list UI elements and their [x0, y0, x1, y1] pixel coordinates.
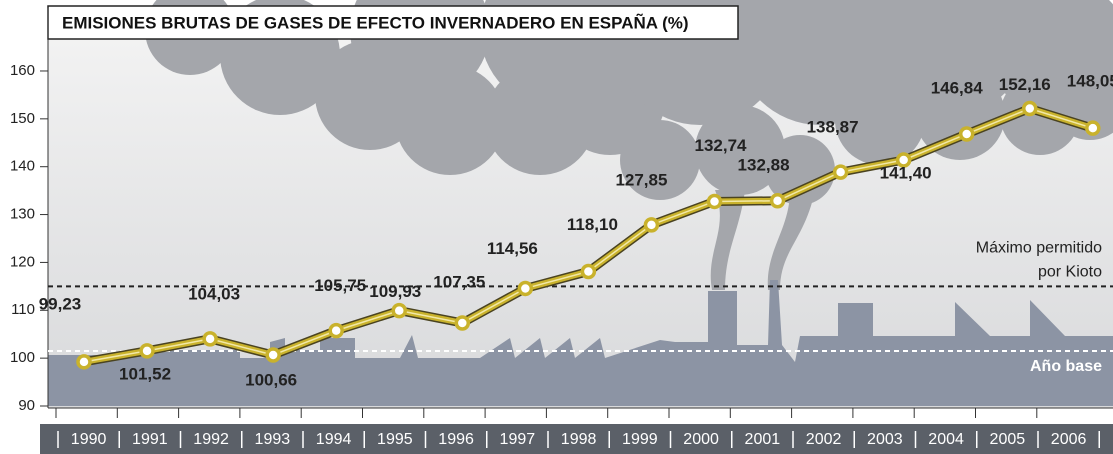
marker	[961, 128, 973, 140]
marker	[519, 282, 531, 294]
value-label: 104,03	[188, 284, 240, 303]
x-tick-label: 1990	[71, 431, 107, 448]
marker	[267, 349, 279, 361]
x-tick-label: 2001	[745, 431, 781, 448]
marker	[645, 219, 657, 231]
y-tick-label: 150	[10, 110, 35, 127]
marker	[330, 325, 342, 337]
reference-label: Año base	[1030, 358, 1102, 375]
value-label: 118,10	[567, 215, 618, 234]
y-tick-label: 100	[10, 349, 35, 366]
y-tick-label: 110	[11, 301, 35, 318]
y-tick-label: 130	[10, 206, 35, 223]
value-label: 127,85	[615, 170, 667, 189]
marker	[835, 166, 847, 178]
value-label: 132,88	[738, 155, 790, 174]
value-label: 107,35	[433, 272, 485, 291]
x-tick-label: 1998	[561, 431, 597, 448]
chart-title: EMISIONES BRUTAS DE GASES DE EFECTO INVE…	[62, 12, 689, 32]
marker	[772, 195, 784, 207]
marker	[709, 195, 721, 207]
x-tick-label: 1999	[622, 431, 658, 448]
x-tick-label: 2003	[867, 431, 903, 448]
marker	[456, 317, 468, 329]
value-label: 141,40	[880, 163, 932, 182]
reference-label: Máximo permitido	[976, 240, 1102, 257]
x-tick-label: 1994	[316, 431, 352, 448]
reference-label: por Kioto	[1038, 264, 1102, 281]
value-label: 148,05	[1067, 72, 1113, 91]
marker	[141, 345, 153, 357]
value-label: 138,87	[807, 118, 859, 137]
chart: EMISIONES BRUTAS DE GASES DE EFECTO INVE…	[0, 0, 1113, 454]
value-label: 99,23	[39, 294, 82, 313]
x-tick-label: 2004	[928, 431, 964, 448]
marker	[78, 356, 90, 368]
value-label: 114,56	[487, 239, 538, 258]
y-tick-label: 90	[18, 397, 35, 414]
x-tick-label: 1992	[193, 431, 229, 448]
y-tick-label: 160	[10, 62, 35, 79]
y-tick-label: 120	[10, 253, 35, 270]
x-tick-label: 1993	[255, 431, 291, 448]
marker	[582, 266, 594, 278]
marker	[1087, 122, 1099, 134]
value-label: 101,52	[119, 364, 171, 383]
x-tick-label: 2002	[806, 431, 842, 448]
x-tick-label: 1995	[377, 431, 413, 448]
x-tick-label: 1996	[438, 431, 474, 448]
marker	[1024, 103, 1036, 115]
value-label: 100,66	[245, 370, 297, 389]
value-label: 146,84	[931, 78, 984, 97]
value-label: 152,16	[999, 75, 1051, 94]
y-tick-label: 140	[10, 158, 35, 175]
x-tick-label: 2006	[1051, 431, 1087, 448]
value-label: 105,75	[314, 276, 366, 295]
value-label: 132,74	[695, 136, 748, 155]
value-label: 109,93	[369, 282, 421, 301]
marker	[204, 333, 216, 345]
x-tick-label: 1997	[500, 431, 536, 448]
x-tick-label: 2005	[990, 431, 1026, 448]
x-tick-label: 2000	[683, 431, 719, 448]
x-tick-label: 1991	[132, 431, 168, 448]
marker	[393, 305, 405, 317]
